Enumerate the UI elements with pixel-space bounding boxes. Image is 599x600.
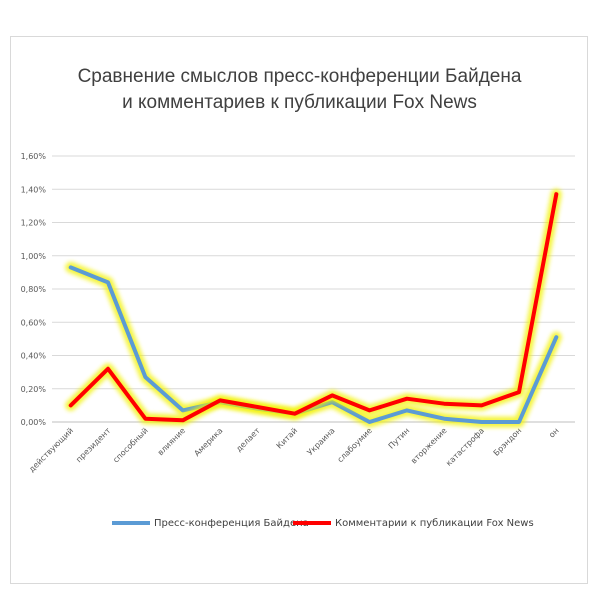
y-tick-label: 0,00% — [21, 418, 47, 427]
x-tick-label: Украина — [305, 426, 336, 457]
x-tick-label: вторжение — [409, 426, 449, 466]
x-tick-label: Америка — [192, 426, 224, 458]
legend-item-press-conference: Пресс-конференция Байдена — [112, 514, 309, 532]
x-tick-label: влияние — [156, 426, 187, 457]
legend-swatch-blue — [112, 521, 150, 525]
legend-swatch-red — [293, 521, 331, 525]
x-tick-label: Брэндон — [492, 426, 524, 458]
legend-label-fox-comments: Комментарии к публикации Fox News — [335, 517, 534, 529]
legend-label-press-conference: Пресс-конференция Байдена — [154, 517, 309, 529]
y-tick-label: 1,60% — [21, 152, 47, 161]
chart-title-line-2: и комментариев к публикации Fox News — [122, 92, 477, 113]
y-tick-label: 1,20% — [21, 219, 47, 228]
y-tick-label: 1,40% — [21, 185, 47, 194]
y-tick-label: 0,60% — [21, 318, 47, 327]
x-tick-label: слабоумие — [336, 426, 374, 464]
x-tick-label: катастрофа — [444, 426, 486, 468]
chart-title-line-1: Сравнение смыслов пресс-конференции Байд… — [77, 66, 522, 87]
y-tick-label: 1,00% — [21, 252, 47, 261]
series-line-fox-comments — [68, 192, 559, 423]
x-tick-label: президент — [74, 426, 112, 464]
x-tick-label: он — [547, 426, 561, 440]
x-tick-label: делает — [234, 426, 262, 454]
y-tick-label: 0,40% — [21, 352, 47, 361]
series-glow — [65, 188, 562, 426]
y-tick-label: 0,80% — [21, 285, 47, 294]
legend-item-fox-comments: Комментарии к публикации Fox News — [293, 514, 534, 532]
y-tick-label: 0,20% — [21, 385, 47, 394]
x-tick-label: способный — [111, 426, 150, 465]
x-tick-label: действующий — [27, 426, 75, 474]
chart-frame — [10, 36, 588, 584]
x-tick-label: Китай — [275, 426, 299, 450]
x-tick-label: Путин — [387, 426, 412, 451]
